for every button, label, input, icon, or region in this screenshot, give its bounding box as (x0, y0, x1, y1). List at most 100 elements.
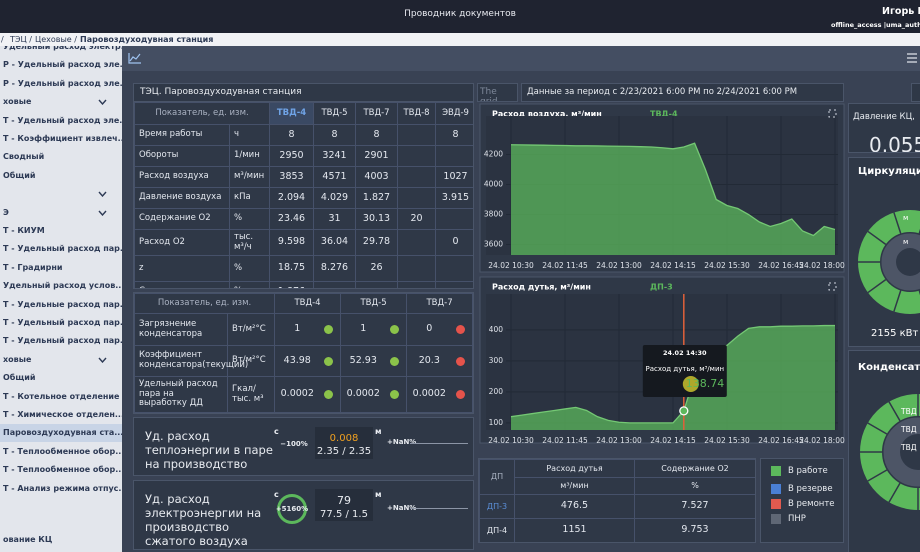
chevron[interactable] (98, 99, 107, 106)
sidebar-item[interactable]: Т - Удельный расход пар... (0, 332, 122, 350)
sidebar-item[interactable]: Р - Удельный расход эле... (0, 75, 122, 93)
kpi-box (315, 489, 373, 521)
x-tick-label: 24.02 10:30 (488, 436, 534, 445)
chevron[interactable] (98, 357, 107, 363)
area-fill (511, 143, 835, 255)
sidebar-item[interactable]: Т - Удельный расход пар... (0, 314, 122, 332)
kpi-c-change: −100% (280, 440, 308, 448)
kpi-card: Уд. расход теплоэнергии в паре на произв… (133, 417, 474, 476)
point-marker (679, 406, 689, 416)
breadcrumb: / ТЭЦ / Цеховые / Паровоздуходувная стан… (0, 33, 920, 46)
cell: 0 (435, 229, 473, 256)
status-dot (389, 356, 399, 366)
user-name[interactable]: Игорь Ко (882, 6, 920, 17)
kpi-title: Уд. расход электроэнергии на производств… (145, 492, 262, 548)
sidebar-item[interactable]: Т - Химическое отделен... (0, 406, 122, 424)
legend-label: В работе (788, 466, 828, 476)
sidebar-item[interactable]: Р - Удельный расход эле... (0, 56, 122, 74)
sidebar-label: Т - Удельные расход пар... (3, 299, 122, 309)
row-header[interactable]: ДП-4 (479, 518, 515, 542)
chevron[interactable] (98, 210, 107, 216)
cell: Удельный расход пара на выработку ДД (134, 376, 228, 413)
y-tick-label: 3600 (484, 240, 503, 249)
sidebar-item[interactable]: Т - Котельное отделение (0, 388, 122, 406)
sidebar-label: Т - Анализ режима отпус... (3, 483, 122, 493)
breadcrumb-item[interactable]: / (1, 35, 4, 44)
pressure-value: 0.055 (869, 133, 920, 153)
sidebar-item[interactable]: Т - Теплообменное обор... (0, 443, 122, 461)
sidebar-label: Т - КИУМ (3, 226, 45, 235)
kpi-m-label: м (375, 427, 382, 436)
sidebar-item[interactable]: Т - КИУМ (0, 222, 122, 240)
y-tick-label: 200 (489, 387, 504, 396)
ring-separator (888, 401, 901, 422)
sidebar-label: Удельный расход услов... (3, 281, 122, 291)
row-header[interactable]: ДП-3 (479, 494, 515, 519)
user-role: uma_autho (886, 21, 920, 29)
panel-title: Давление КЦ, (853, 112, 915, 122)
panel-edge (911, 83, 920, 102)
legend-swatch (771, 514, 781, 524)
cell (435, 281, 473, 288)
dp-table: ДП Расход дутья Содержание О2 м³/мин% ДП-3 47… (479, 459, 755, 542)
cell: 1151 (514, 518, 635, 542)
status-cell (319, 376, 342, 413)
kpi-m-label: м (375, 490, 382, 499)
sidebar-item[interactable]: Т - Удельный расход эле... (0, 112, 122, 130)
x-tick-label: 24.02 13:00 (596, 436, 642, 445)
cell: кПа (228, 187, 271, 209)
cell: z (134, 255, 230, 282)
cell: Загрязнение конденсатора (134, 313, 228, 346)
sidebar-label: Общий (3, 373, 36, 383)
status-dot (455, 390, 465, 399)
sidebar-item[interactable]: Т - Градирни (0, 259, 122, 277)
sidebar-item[interactable]: Т - Коэффициент извлеч... (0, 130, 122, 148)
app-title: Проводник документов (404, 9, 516, 19)
hover-highlight (682, 376, 699, 392)
sidebar-label: ховые (3, 97, 32, 107)
menu-icon[interactable] (907, 53, 917, 63)
sidebar-item[interactable]: Общий (0, 369, 122, 387)
sidebar-item[interactable]: Общий (0, 167, 122, 185)
tooltip (642, 345, 727, 397)
sidebar-item[interactable]: ховые (0, 351, 122, 369)
sidebar-item[interactable]: Т - Анализ режима отпус... (0, 480, 122, 498)
ring-separator (867, 469, 888, 482)
table-panel: Показатель, ед. изм. ТВД-4 ТВД-5 ТВД-7 Загря… (133, 292, 474, 414)
kpi-c-change: +5160% (276, 494, 308, 524)
sidebar-item[interactable]: Т - Удельные расход пар... (0, 296, 122, 314)
sidebar-item[interactable]: Т - Удельный расход пар... (0, 240, 122, 258)
kpi-box (315, 427, 373, 459)
sidebar-item[interactable] (0, 185, 122, 203)
pressure-panel: Давление КЦ, 0.055 (848, 103, 920, 153)
grid-toggle[interactable]: The grid (477, 83, 518, 102)
y-tick-label: 3800 (484, 210, 503, 219)
sidebar-label: Э (3, 207, 9, 217)
sidebar-item[interactable]: Удельный расход электр... (0, 46, 122, 56)
sidebar-item[interactable]: ование КЦ (3, 535, 53, 544)
kpi-c-label: с (274, 490, 279, 499)
table-panel: ДП Расход дутья Содержание О2 м³/мин% ДП-3 47… (478, 458, 756, 543)
sidebar-item[interactable]: Т - Теплообменное обор... (0, 461, 122, 479)
x-tick-label: 24.02 10:30 (488, 261, 534, 270)
sidebar-item[interactable]: Э (0, 204, 122, 222)
sidebar-item[interactable]: Сводный (0, 148, 122, 166)
table-row: Время работы ч 8 8 8 8 (134, 124, 473, 146)
series-line (510, 142, 836, 237)
status-dot (389, 325, 399, 334)
x-tick-label: 24.02 16:45 (758, 261, 804, 270)
chart-icon[interactable] (128, 52, 142, 64)
breadcrumb-item[interactable]: ТЭЦ / (10, 35, 32, 44)
table-row: ДП-4 1151 9.753 (479, 518, 755, 542)
sidebar-item[interactable]: Паровоздуходувная ста... (0, 424, 122, 443)
kpi-card: Уд. расход электроэнергии на производств… (133, 480, 474, 550)
sidebar-label: Т - Коэффициент извлеч... (3, 134, 122, 143)
breadcrumb-item[interactable]: Цеховые / (35, 35, 77, 44)
sidebar-item[interactable]: Удельный расход услов... (0, 277, 122, 295)
cell: 1 (340, 313, 386, 346)
ring-center (896, 248, 920, 276)
y-tick-label: 300 (489, 356, 504, 365)
chevron[interactable] (98, 191, 107, 198)
sidebar-item[interactable]: ховые (0, 93, 122, 111)
